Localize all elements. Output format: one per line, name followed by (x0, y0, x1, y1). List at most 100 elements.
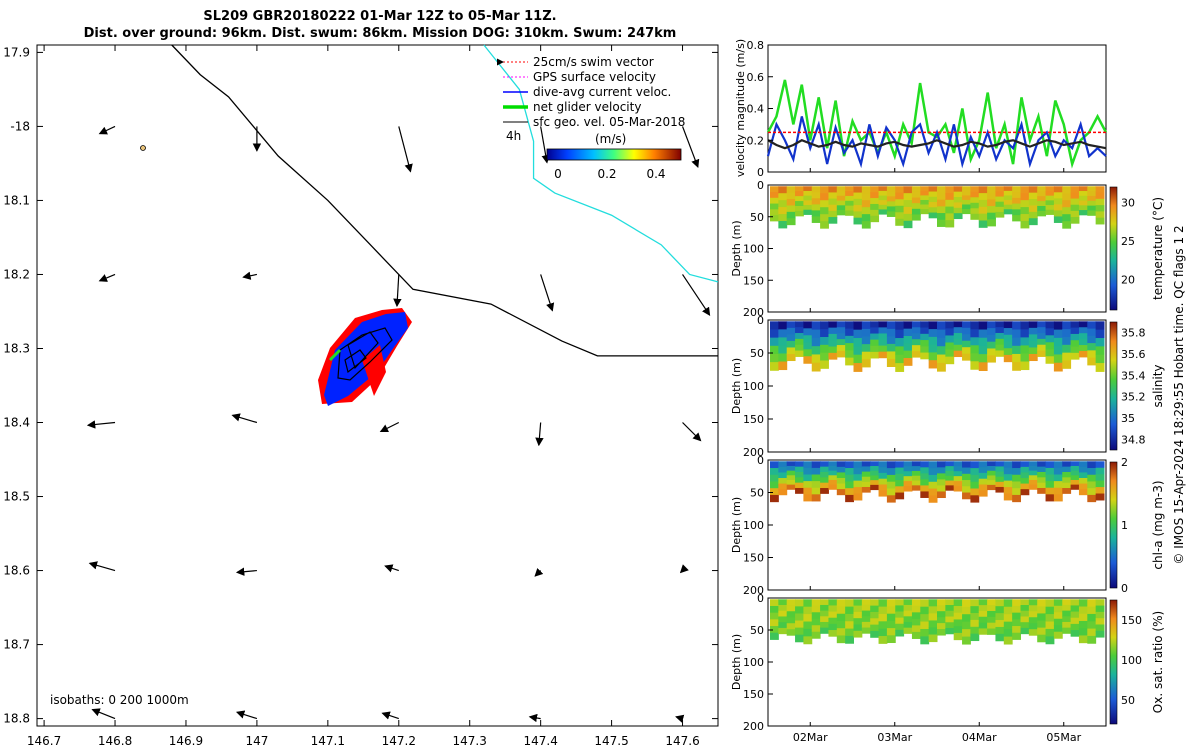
chl-a-section-cell (1053, 494, 1063, 502)
temperature-section-cell (1037, 210, 1047, 217)
chl-a-section-cell (903, 471, 913, 477)
chl-a-section-cell (1062, 466, 1072, 473)
temperature-section-cell (786, 192, 796, 200)
temperature-section-cell (962, 186, 971, 192)
salinity-section-cell (920, 346, 930, 354)
temperature-section-cell (937, 213, 946, 221)
temperature-section-cell (995, 211, 1005, 218)
chl-a-section-cell (1003, 487, 1013, 495)
oxygen-section-cell (995, 626, 1005, 635)
net-velocity-vector (328, 348, 342, 362)
salinity-section-cell (1020, 321, 1030, 330)
salinity-section-cell (911, 339, 921, 346)
chl-a-section-cell (1045, 467, 1055, 476)
chl-a-section-cell (920, 461, 930, 468)
temperature-section-cell (878, 190, 888, 197)
chl-a-section-cell (1012, 468, 1021, 476)
salinity-section-cell (861, 321, 871, 330)
salinity-section-cell (803, 356, 813, 364)
salinity-section-cell (1087, 343, 1097, 351)
temperature-section-cell (978, 220, 988, 228)
temperature-section-cell (962, 204, 971, 210)
oxygen-section-cell (803, 614, 813, 623)
oxygen-section-cell (770, 632, 779, 640)
salinity-section-cell (1087, 321, 1097, 330)
chl-a-section-cell (945, 480, 955, 486)
temperature-section-cell (886, 201, 896, 207)
chl-a-section-cell (895, 486, 905, 494)
temperature-section-cell (895, 218, 905, 226)
lon-tick-label-2: 146.9 (169, 734, 203, 748)
geo-velocity-vector-0 (98, 125, 116, 135)
temperature-section-cell (953, 213, 963, 220)
salinity-section-cell (870, 345, 880, 353)
oxygen-section-cell (920, 621, 930, 630)
oxygen-section-cell (962, 606, 971, 615)
oxygen-section-cell (828, 630, 838, 637)
map-colorbar-tick-2: 0.4 (646, 167, 665, 181)
chl-a-section-cell (987, 475, 996, 481)
oxygen-section-cell (1078, 620, 1088, 629)
temperature-section-cell (795, 210, 804, 217)
oxygen-section-cell (853, 630, 863, 638)
chl-a-section-cell (795, 477, 804, 484)
lon-tick-label-7: 147.4 (523, 734, 557, 748)
salinity-section-cell (1070, 333, 1080, 341)
salinity-section-cell (1020, 353, 1030, 363)
temperature-section-cell (1095, 211, 1105, 219)
chl-a-section-cell (870, 484, 880, 491)
oxygen-section-cell (1095, 599, 1105, 607)
chl-a-section-cell (1095, 467, 1105, 475)
chl-a-section-cell (1037, 477, 1047, 484)
chl-a-section-cell (795, 471, 804, 478)
oxygen-section-cell (886, 628, 896, 636)
lon-tick-label-4: 147.1 (311, 734, 345, 748)
temperature-section-cell (895, 212, 905, 220)
salinity-section-cell (1003, 321, 1013, 329)
temperature-section-cell (995, 201, 1005, 208)
temperature-section-colorbar-tick: 20 (1121, 273, 1135, 286)
salinity-section-cell (1003, 348, 1013, 356)
chl-a-section-cell (937, 491, 946, 499)
temperature-section-cell (937, 186, 946, 194)
oxygen-section-cell (1028, 605, 1038, 612)
salinity-section-cell (937, 329, 946, 339)
chl-a-section-cell (1003, 493, 1013, 501)
salinity-section-cell (811, 329, 821, 339)
geo-velocity-vector-18 (534, 567, 544, 577)
chl-a-section-cell (878, 467, 888, 474)
temperature-section-cell (786, 205, 796, 213)
chl-a-section-cell (1003, 461, 1013, 469)
salinity-section-cell (953, 350, 963, 358)
oxygen-section-cell (978, 605, 988, 612)
salinity-section-cell (1020, 345, 1030, 354)
chl-a-section-cell (770, 468, 779, 476)
chl-a-section-cell (870, 461, 880, 467)
legend-current-label: dive-avg current veloc. (533, 85, 671, 99)
temperature-section-cell (803, 200, 813, 206)
oxygen-section-cell (1028, 629, 1038, 636)
chl-a-section-cell (1078, 472, 1088, 479)
chl-a-section-cell (820, 477, 829, 484)
salinity-section-cell (1037, 344, 1047, 352)
salinity-section-cell (1078, 350, 1088, 358)
temperature-section-cell (803, 190, 813, 197)
oxygen-section-cell (1012, 612, 1021, 620)
chl-a-section-cell (861, 486, 871, 493)
temperature-section-cell (945, 220, 955, 228)
salinity-section-cell (1078, 345, 1088, 352)
temperature-section-cell (1012, 215, 1021, 222)
salinity-section-cell (845, 328, 854, 337)
temperature-section-cell (1095, 186, 1105, 194)
oxygen-section-cell (1062, 599, 1072, 606)
chl-a-section-cell (878, 490, 888, 497)
oxygen-section-cell (845, 606, 854, 615)
chl-a-section-cell (995, 481, 1005, 488)
oxygen-section-cell (895, 617, 905, 625)
oxygen-section-cell (778, 627, 788, 635)
salinity-section-cell (770, 321, 779, 330)
chl-a-section-cell (928, 468, 938, 476)
oxygen-section-cell (978, 622, 988, 629)
chl-a-section-cell (811, 474, 821, 482)
date-axis: 02Mar 03Mar 04Mar 05Mar (793, 168, 1082, 744)
